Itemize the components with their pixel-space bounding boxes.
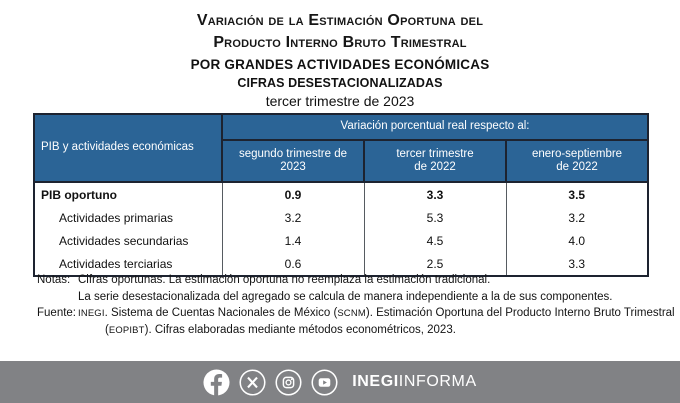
title-line-5: tercer trimestre de 2023	[265, 93, 415, 109]
value-cell: 3.3	[505, 252, 649, 276]
x-icon[interactable]	[239, 368, 266, 396]
facebook-icon[interactable]	[203, 368, 230, 396]
title-line-2: Producto Interno Bruto Trimestral	[213, 34, 467, 51]
value-cell: 0.9	[221, 182, 365, 206]
row-label: Actividades primarias	[33, 206, 223, 229]
row-label: Actividades secundarias	[33, 229, 223, 252]
title-line-4: CIFRAS DESESTACIONALIZADAS	[237, 76, 443, 90]
value-cell: 2.5	[363, 252, 507, 276]
value-cell: 0.6	[221, 252, 365, 276]
title-line-3: POR GRANDES ACTIVIDADES ECONÓMICAS	[190, 57, 490, 72]
col-header-ene-sep-2022: enero-septiembre de 2022	[504, 139, 650, 183]
fuente-row: Fuente: INEGI. Sistema de Cuentas Nacion…	[37, 305, 675, 338]
fuente-text: INEGI. Sistema de Cuentas Nacionales de …	[78, 307, 675, 336]
pib-variation-table: PIB y actividades económicas Variación p…	[33, 113, 650, 277]
title-block: Variación de la Estimación Oportuna del …	[0, 10, 680, 110]
notas-row: Notas: Cifras oportunas. La estimación o…	[37, 272, 648, 305]
youtube-icon[interactable]	[311, 368, 338, 396]
fuente-label: Fuente:	[37, 307, 76, 319]
nota-line-2: La serie desestacionalizada del agregado…	[78, 290, 613, 303]
footer-bar: INEGIINFORMA	[0, 361, 680, 403]
value-cell: 4.5	[363, 229, 507, 252]
inegi-informa-wordmark: INEGIINFORMA	[352, 373, 477, 390]
row-header-cell: PIB y actividades económicas	[33, 113, 223, 183]
title-line-1: Variación de la Estimación Oportuna del	[196, 12, 484, 29]
value-cell: 4.0	[505, 229, 649, 252]
value-cell: 3.2	[505, 206, 649, 229]
value-cell: 1.4	[221, 229, 365, 252]
value-cell: 3.2	[221, 206, 365, 229]
instagram-icon[interactable]	[275, 368, 302, 396]
row-label: Actividades terciarias	[33, 252, 223, 276]
value-cell: 3.3	[363, 182, 507, 206]
value-cell: 5.3	[363, 206, 507, 229]
table-row: Actividades secundarias 1.4 4.5 4.0	[33, 229, 649, 252]
span-header-cell: Variación porcentual real respecto al:	[220, 113, 650, 141]
table-row: Actividades terciarias 0.6 2.5 3.3	[33, 252, 649, 276]
col-header-q2-2023: segundo trimestre de 2023	[221, 139, 365, 183]
col-header-q3-2022: tercer trimestre de 2022	[363, 139, 507, 183]
table-row: Actividades primarias 3.2 5.3 3.2	[33, 206, 649, 229]
notas-label: Notas:	[37, 274, 71, 286]
value-cell: 3.5	[505, 182, 649, 206]
table-row: PIB oportuno 0.9 3.3 3.5	[33, 182, 649, 206]
row-label: PIB oportuno	[33, 182, 223, 206]
nota-line-1: Cifras oportunas. La estimación oportuna…	[78, 274, 491, 286]
notes-block: Notas: Cifras oportunas. La estimación o…	[37, 272, 675, 338]
